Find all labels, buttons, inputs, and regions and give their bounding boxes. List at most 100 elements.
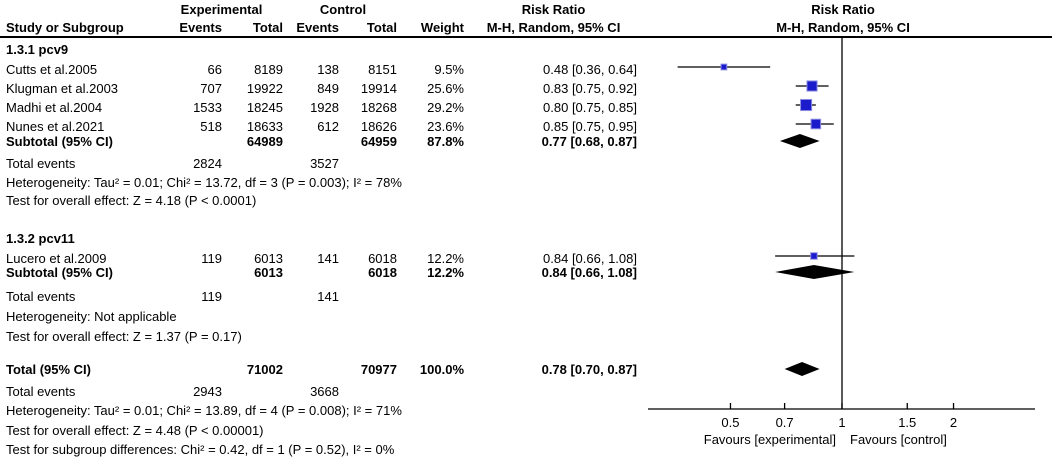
control-events: 1928 <box>310 100 339 115</box>
control-events: 849 <box>317 81 339 96</box>
control-events: 141 <box>317 289 339 304</box>
subtotal-label: Subtotal (95% CI) <box>6 134 113 149</box>
table-row: 1.3.1 pcv9 <box>0 42 660 58</box>
effect-square <box>810 118 822 130</box>
weight-value: 12.2% <box>427 251 464 266</box>
study-name: Madhi et al.2004 <box>6 100 103 115</box>
statistics-note: Heterogeneity: Not applicable <box>6 309 177 324</box>
pooled-diamond <box>779 134 820 148</box>
table-row: Heterogeneity: Tau² = 0.01; Chi² = 13.72… <box>0 175 660 191</box>
subgroup-label: 1.3.1 pcv9 <box>6 42 69 57</box>
experimental-total: 6013 <box>254 265 283 280</box>
study-name: Klugman et al.2003 <box>6 81 119 96</box>
risk-ratio-value: 0.77 [0.68, 0.87] <box>541 134 637 149</box>
risk-ratio-value: 0.83 [0.75, 0.92] <box>543 81 637 96</box>
total-events-label: Total events <box>6 289 76 304</box>
column-group-experimental: Experimental <box>180 2 263 17</box>
experimental-events: 66 <box>207 62 222 77</box>
tick-label: 1 <box>838 415 845 430</box>
column-group-control: Control <box>319 2 367 17</box>
table-row: Test for overall effect: Z = 4.48 (P < 0… <box>0 423 660 439</box>
weight-value: 12.2% <box>427 265 464 280</box>
effect-square <box>806 80 818 92</box>
risk-ratio-value: 0.80 [0.75, 0.85] <box>543 100 637 115</box>
experimental-events: 518 <box>200 119 222 134</box>
statistics-note: Test for overall effect: Z = 1.37 (P = 0… <box>6 329 242 344</box>
risk-ratio-value: 0.84 [0.66, 1.08] <box>541 265 637 280</box>
total-events-label: Total events <box>6 156 76 171</box>
experimental-total: 18633 <box>246 119 283 134</box>
control-events: 612 <box>317 119 339 134</box>
weight-value: 87.8% <box>427 134 464 149</box>
weight-value: 23.6% <box>427 119 464 134</box>
tick-label: 0.5 <box>721 415 739 430</box>
table-row: Klugman et al.2003 707 19922 849 19914 25.6% 0… <box>0 81 660 97</box>
study-name: Nunes et al.2021 <box>6 119 105 134</box>
control-events: 141 <box>317 251 339 266</box>
weight-value: 9.5% <box>434 62 464 77</box>
favours-left-label: Favours [experimental] <box>704 432 836 447</box>
pooled-diamond <box>775 265 855 279</box>
weight-value: 100.0% <box>419 362 464 377</box>
control-total: 19914 <box>360 81 397 96</box>
risk-ratio-value: 0.85 [0.75, 0.95] <box>543 119 637 134</box>
tick-label: 0.7 <box>776 415 794 430</box>
table-row: Nunes et al.2021 518 18633 612 18626 23.6% 0.8… <box>0 119 660 135</box>
mh-random-header: M-H, Random, 95% CI <box>486 20 621 35</box>
study-name: Lucero et al.2009 <box>6 251 107 266</box>
table-row: Total (95% CI) 71002 70977 100.0% 0.78 [0.70… <box>0 362 660 378</box>
risk-ratio-value: 0.48 [0.36, 0.64] <box>543 62 637 77</box>
risk-ratio-header: Risk Ratio <box>521 2 586 17</box>
control-total: 6018 <box>368 251 397 266</box>
experimental-events: 119 <box>201 251 222 266</box>
weight-value: 25.6% <box>427 81 464 96</box>
table-row: Madhi et al.2004 1533 18245 1928 18268 29.2% 0… <box>0 100 660 116</box>
table-row: Total events 2943 3668 <box>0 384 660 400</box>
table-row: Subtotal (95% CI) 6013 6018 12.2% 0.84 [0.66… <box>0 265 660 281</box>
control-events: 3668 <box>310 384 339 399</box>
experimental-total: 71002 <box>246 362 283 377</box>
table-row: Heterogeneity: Not applicable <box>0 309 660 325</box>
column-total-experimental: Total <box>252 20 283 35</box>
table-row: Test for subgroup differences: Chi² = 0.… <box>0 442 660 458</box>
table-row: Subtotal (95% CI) 64989 64959 87.8% 0.77 [0.… <box>0 134 660 150</box>
effect-square <box>810 252 818 260</box>
column-study-or-subgroup: Study or Subgroup <box>6 20 124 35</box>
control-total: 18626 <box>360 119 397 134</box>
control-total: 70977 <box>360 362 397 377</box>
plot-mh-random-header: M-H, Random, 95% CI <box>776 20 910 35</box>
subtotal-label: Subtotal (95% CI) <box>6 265 113 280</box>
risk-ratio-value: 0.78 [0.70, 0.87] <box>541 362 637 377</box>
table-row: Total events 2824 3527 <box>0 156 660 172</box>
experimental-events: 707 <box>200 81 222 96</box>
risk-ratio-value: 0.84 [0.66, 1.08] <box>543 251 637 266</box>
subgroup-label: 1.3.2 pcv11 <box>6 231 75 246</box>
table-row: Heterogeneity: Tau² = 0.01; Chi² = 13.89… <box>0 403 660 419</box>
control-total: 18268 <box>360 100 397 115</box>
header-divider <box>0 36 1052 38</box>
table-row: 1.3.2 pcv11 <box>0 231 660 247</box>
table-row: Total events 119 141 <box>0 289 660 305</box>
table-row: Test for overall effect: Z = 4.18 (P < 0… <box>0 193 660 209</box>
control-total: 64959 <box>360 134 397 149</box>
control-events: 138 <box>317 62 339 77</box>
control-total: 6018 <box>368 265 397 280</box>
experimental-total: 6013 <box>254 251 283 266</box>
table-row: Lucero et al.2009 119 6013 141 6018 12.2% 0.84… <box>0 251 660 267</box>
pooled-diamond <box>784 362 820 376</box>
column-events-control: Events <box>296 20 339 35</box>
experimental-events: 1533 <box>193 100 222 115</box>
experimental-total: 64989 <box>246 134 283 149</box>
table-row: Test for overall effect: Z = 1.37 (P = 0… <box>0 329 660 345</box>
statistics-note: Test for subgroup differences: Chi² = 0.… <box>6 442 395 457</box>
statistics-note: Heterogeneity: Tau² = 0.01; Chi² = 13.89… <box>6 403 402 418</box>
table-row: Cutts et al.2005 66 8189 138 8151 9.5% 0.48 [0… <box>0 62 660 78</box>
effect-square <box>720 63 728 71</box>
effect-square <box>800 98 813 112</box>
experimental-events: 2943 <box>193 384 222 399</box>
weight-value: 29.2% <box>427 100 464 115</box>
experimental-total: 19922 <box>246 81 283 96</box>
study-name: Cutts et al.2005 <box>6 62 98 77</box>
